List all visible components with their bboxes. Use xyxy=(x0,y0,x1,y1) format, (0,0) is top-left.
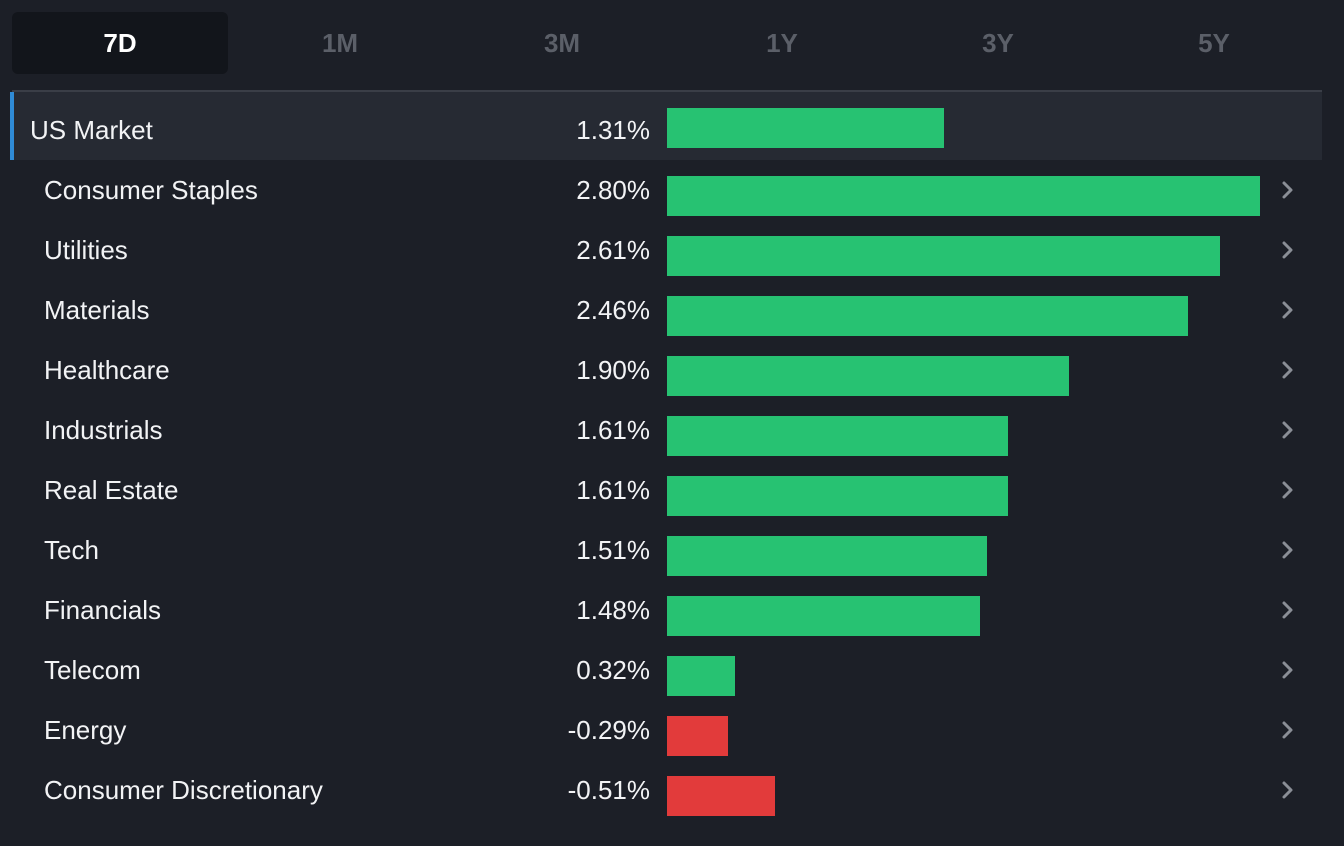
tab-3y[interactable]: 3Y xyxy=(982,28,1014,58)
bar xyxy=(667,296,1188,336)
sector-name: Financials xyxy=(44,595,162,625)
sector-row[interactable]: Telecom 0.32% xyxy=(10,640,1322,700)
period-tabs: 7D 1M 3M 1Y 3Y 5Y xyxy=(12,12,1322,74)
tabs-divider xyxy=(12,90,1322,92)
sector-row[interactable]: Consumer Discretionary -0.51% xyxy=(10,760,1322,820)
bar xyxy=(667,656,735,696)
sector-row[interactable]: Industrials 1.61% xyxy=(10,400,1322,460)
chevron-right-icon[interactable] xyxy=(1278,298,1298,322)
bar-value-label: -0.51% xyxy=(567,775,650,805)
bar-value-label: 1.48% xyxy=(576,595,650,625)
sector-row[interactable]: Healthcare 1.90% xyxy=(10,340,1322,400)
tab-7d[interactable]: 7D xyxy=(12,12,228,74)
bar xyxy=(667,716,728,756)
chevron-right-icon[interactable] xyxy=(1278,178,1298,202)
bar xyxy=(667,356,1069,396)
bar-value-label: 1.51% xyxy=(576,535,650,565)
bar-value-label: 2.61% xyxy=(576,235,650,265)
chevron-right-icon[interactable] xyxy=(1278,238,1298,262)
bar-value-label: 1.31% xyxy=(576,115,650,145)
tab-1m[interactable]: 1M xyxy=(321,28,359,58)
chevron-right-icon[interactable] xyxy=(1278,598,1298,622)
chevron-right-icon[interactable] xyxy=(1278,418,1298,442)
sector-row[interactable]: Consumer Staples 2.80% xyxy=(10,160,1322,220)
sector-row[interactable]: Energy -0.29% xyxy=(10,700,1322,760)
bar xyxy=(667,476,1008,516)
sector-name: Consumer Staples xyxy=(44,175,258,205)
sector-name: US Market xyxy=(30,115,153,145)
chevron-right-icon[interactable] xyxy=(1278,538,1298,562)
bar xyxy=(667,236,1220,276)
bar-value-label: -0.29% xyxy=(567,715,650,745)
tab-1y[interactable]: 1Y xyxy=(766,28,798,58)
bar xyxy=(667,536,987,576)
sector-row[interactable]: Real Estate 1.61% xyxy=(10,460,1322,520)
tab-3m[interactable]: 3M xyxy=(543,28,581,58)
bar-value-label: 0.32% xyxy=(576,655,650,685)
bar-value-label: 2.46% xyxy=(576,295,650,325)
chevron-right-icon[interactable] xyxy=(1278,358,1298,382)
sector-name: Energy xyxy=(44,715,127,745)
sector-row[interactable]: Utilities 2.61% xyxy=(10,220,1322,280)
market-row[interactable]: US Market 1.31% xyxy=(10,92,1322,160)
tab-5y[interactable]: 5Y xyxy=(1198,28,1230,58)
sector-row[interactable]: Tech 1.51% xyxy=(10,520,1322,580)
bar-value-label: 2.80% xyxy=(576,175,650,205)
chevron-right-icon[interactable] xyxy=(1278,778,1298,802)
bar xyxy=(667,108,944,148)
chevron-right-icon[interactable] xyxy=(1278,478,1298,502)
bar xyxy=(667,176,1260,216)
chevron-right-icon[interactable] xyxy=(1278,718,1298,742)
sector-name: Consumer Discretionary xyxy=(44,775,323,805)
bar xyxy=(667,596,980,636)
sector-row[interactable]: Financials 1.48% xyxy=(10,580,1322,640)
sector-name: Telecom xyxy=(44,655,141,685)
sector-name: Materials xyxy=(44,295,150,325)
sector-name: Healthcare xyxy=(44,355,170,385)
bar-value-label: 1.90% xyxy=(576,355,650,385)
sector-name: Tech xyxy=(44,535,99,565)
bar xyxy=(667,776,775,816)
sector-name: Industrials xyxy=(44,415,163,445)
bar xyxy=(667,416,1008,456)
sector-row[interactable]: Materials 2.46% xyxy=(10,280,1322,340)
chevron-right-icon[interactable] xyxy=(1278,658,1298,682)
sector-name: Utilities xyxy=(44,235,128,265)
bar-value-label: 1.61% xyxy=(576,415,650,445)
bar-value-label: 1.61% xyxy=(576,475,650,505)
sector-name: Real Estate xyxy=(44,475,179,505)
